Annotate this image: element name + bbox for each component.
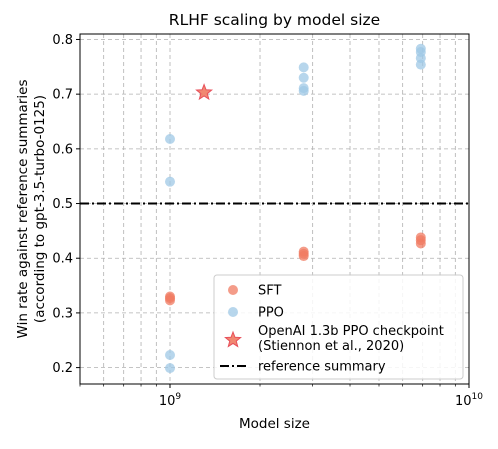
sft-point [298,251,309,262]
ppo-point [298,62,309,73]
y-tick-label: 0.8 [52,33,73,48]
ppo-point [165,363,176,374]
ppo-point [165,134,176,144]
legend-sft-label: SFT [258,284,282,299]
x-tick-label: 1010 [455,392,483,409]
y-tick-label: 0.7 [52,88,73,103]
data-points [165,43,426,374]
legend-reference-label: reference summary [258,360,386,375]
sft-point [165,295,176,306]
legend-openai-label-line2: (Stiennon et al., 2020) [258,339,404,354]
sft-point [415,238,426,249]
y-axis-title-line2: (according to gpt-3.5-turbo-0125) [32,95,48,323]
legend-ppo-label: PPO [258,306,284,321]
ppo-point [165,176,176,187]
plot-frame [79,33,470,385]
legend-sft-marker [228,285,238,295]
legend-openai-label: OpenAI 1.3b PPO checkpoint [258,324,444,339]
legend-box [213,274,464,380]
ppo-point [298,72,309,83]
y-tick-label: 0.5 [52,197,73,212]
legend: SFT PPO OpenAI 1.3b PPO checkpoint(Stienno… [213,274,464,380]
legend-openai-marker [224,330,242,348]
chart-title: RLHF scaling by model size [169,11,380,29]
y-tick-label: 0.4 [52,252,73,267]
x-axis-title: Model size [239,416,310,432]
y-axis-title-line1: Win rate against reference summaries [15,80,31,339]
legend-ppo-marker [228,307,238,317]
ppo-point [298,85,309,96]
axis-ticks: 0.2 0.3 0.4 0.5 0.6 0.7 0.8 109 1010 [52,33,483,409]
y-tick-label: 0.6 [52,142,73,157]
x-tick-label: 109 [159,392,182,409]
openai-1-3b-ppo-checkpoint-point [195,83,214,101]
y-tick-label: 0.2 [52,361,73,376]
y-tick-label: 0.3 [52,306,73,321]
ppo-point [165,350,176,361]
ppo-point [415,59,426,70]
